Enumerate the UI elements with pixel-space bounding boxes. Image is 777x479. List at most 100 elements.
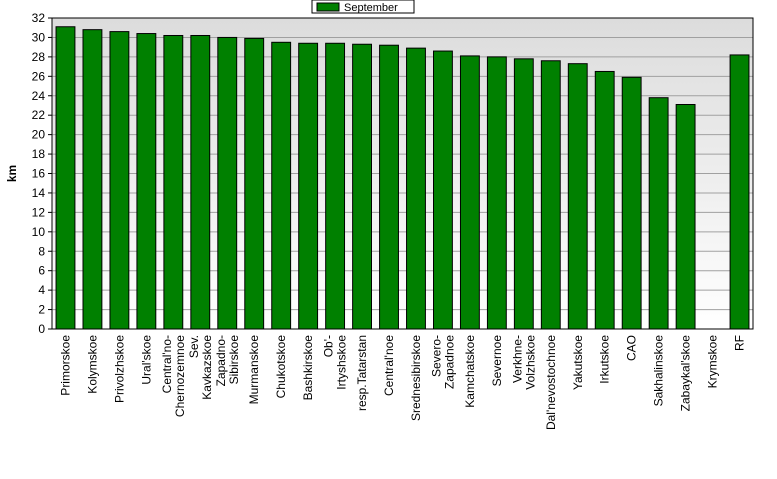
- bar-2: [109, 31, 130, 330]
- y-tick-label: 22: [32, 108, 46, 122]
- bar-15: [459, 55, 480, 330]
- y-tick-label: 4: [38, 283, 45, 297]
- x-tick-label: Kamchatskoe: [463, 335, 477, 408]
- x-tick-label: Irkutskoe: [598, 335, 612, 384]
- svg-text:Verkhne-: Verkhne-: [510, 335, 524, 383]
- x-tick-label: Chukotskoe: [274, 335, 288, 399]
- bar-1: [82, 29, 103, 330]
- svg-text:Sev.: Sev.: [187, 335, 201, 358]
- x-tick-label: Murmanskoe: [247, 335, 261, 405]
- bar-20: [594, 70, 615, 330]
- y-tick-label: 24: [32, 89, 46, 103]
- x-tick-label: RF: [733, 335, 747, 351]
- svg-text:Zabaykal'skoe: Zabaykal'skoe: [679, 335, 693, 412]
- svg-text:Yakutskoe: Yakutskoe: [571, 335, 585, 390]
- x-tick-label: Kolymskoe: [85, 335, 99, 394]
- bar-4: [163, 34, 184, 330]
- svg-text:Sibirskoe: Sibirskoe: [227, 335, 241, 385]
- svg-text:RF: RF: [733, 335, 747, 351]
- bar-3: [136, 33, 157, 330]
- y-tick-label: 12: [32, 205, 46, 219]
- x-tick-label: Verkhne- Volzhskoe: [510, 335, 537, 390]
- x-tick-label: resp.Tatarstan: [355, 335, 369, 411]
- svg-text:Srednesibirskoe: Srednesibirskoe: [409, 335, 423, 421]
- bar-19: [567, 63, 588, 330]
- x-tick-label: Ural'skoe: [139, 335, 153, 385]
- svg-text:Chernozemnoe: Chernozemnoe: [173, 335, 187, 417]
- x-tick-label: Dal'nevostochnoe: [544, 335, 558, 430]
- x-tick-label: Severo- Zapadnoe: [429, 335, 456, 389]
- y-tick-label: 16: [32, 167, 46, 181]
- bar-9: [298, 42, 319, 330]
- svg-text:Severnoe: Severnoe: [490, 335, 504, 387]
- svg-text:Central'no-: Central'no-: [160, 335, 174, 393]
- svg-text:Ural'skoe: Ural'skoe: [139, 335, 153, 385]
- bar-7: [244, 37, 265, 330]
- bars: [55, 26, 750, 330]
- svg-text:Kolymskoe: Kolymskoe: [85, 335, 99, 394]
- x-tick-label: Srednesibirskoe: [409, 335, 423, 421]
- y-tick-label: 10: [32, 225, 46, 239]
- x-tick-label: Zabaykal'skoe: [679, 335, 693, 412]
- bar-21: [621, 76, 642, 330]
- svg-text:Kavkazskoe: Kavkazskoe: [200, 335, 214, 400]
- x-tick-label: Ob'- Irtyshskoe: [322, 335, 349, 390]
- plot-frame: [51, 17, 754, 330]
- bar-18: [540, 60, 561, 330]
- axes: [51, 17, 754, 330]
- legend: September: [311, 0, 415, 14]
- svg-text:Irtyshskoe: Irtyshskoe: [335, 335, 349, 390]
- y-tick-label: 2: [38, 303, 45, 317]
- legend-swatch: [316, 2, 340, 12]
- x-tick-label: Central'no- Chernozemnoe: [160, 335, 187, 417]
- bar-25: [729, 54, 750, 330]
- svg-text:resp.Tatarstan: resp.Tatarstan: [355, 335, 369, 411]
- bar-17: [513, 58, 534, 330]
- svg-text:Irkutskoe: Irkutskoe: [598, 335, 612, 384]
- svg-text:Ob'-: Ob'-: [322, 335, 336, 357]
- bar-10: [325, 42, 346, 330]
- y-tick-label: 30: [32, 30, 46, 44]
- x-tick-label: Krymskoe: [706, 335, 720, 389]
- svg-text:Krymskoe: Krymskoe: [706, 335, 720, 389]
- y-tick-label: 20: [32, 128, 46, 142]
- svg-text:Volzhskoe: Volzhskoe: [523, 335, 537, 390]
- y-tick-label: 8: [38, 244, 45, 258]
- x-tick-label: Sev. Kavkazskoe: [187, 335, 214, 400]
- x-tick-label: Bashkirskoe: [301, 335, 315, 401]
- x-tick-label: Privolzhskoe: [112, 335, 126, 403]
- legend-label: September: [344, 2, 398, 14]
- x-tick-label: Severnoe: [490, 335, 504, 387]
- svg-text:Kamchatskoe: Kamchatskoe: [463, 335, 477, 408]
- x-tick-label: Yakutskoe: [571, 335, 585, 390]
- y-tick-label: 28: [32, 50, 46, 64]
- svg-text:Zapadno-: Zapadno-: [214, 335, 228, 386]
- x-tick-label: Zapadno- Sibirskoe: [214, 335, 241, 387]
- y-axis-label: km: [5, 165, 19, 182]
- y-tick-label: 0: [38, 322, 45, 336]
- y-tick-label: 18: [32, 147, 46, 161]
- svg-text:Central'noe: Central'noe: [382, 335, 396, 396]
- bar-23: [675, 103, 696, 330]
- svg-text:Murmanskoe: Murmanskoe: [247, 335, 261, 405]
- svg-text:CAO: CAO: [625, 335, 639, 361]
- x-tick-label: Primorskoe: [58, 335, 72, 396]
- bar-14: [433, 50, 453, 330]
- svg-text:Bashkirskoe: Bashkirskoe: [301, 335, 315, 401]
- bar-16: [486, 56, 507, 330]
- bar-8: [271, 41, 292, 330]
- bar-22: [648, 97, 669, 330]
- svg-text:Severo-: Severo-: [429, 335, 443, 377]
- y-tick-label: 14: [32, 186, 46, 200]
- bar-13: [406, 47, 426, 330]
- bar-6: [217, 36, 238, 330]
- x-tick-label: Sakhalinskoe: [652, 335, 666, 407]
- bar-0: [55, 26, 76, 330]
- svg-text:Chukotskoe: Chukotskoe: [274, 335, 288, 399]
- svg-text:Primorskoe: Primorskoe: [58, 335, 72, 396]
- x-tick-label: Central'noe: [382, 335, 396, 396]
- bar-5: [190, 34, 211, 330]
- bar-12: [379, 44, 399, 330]
